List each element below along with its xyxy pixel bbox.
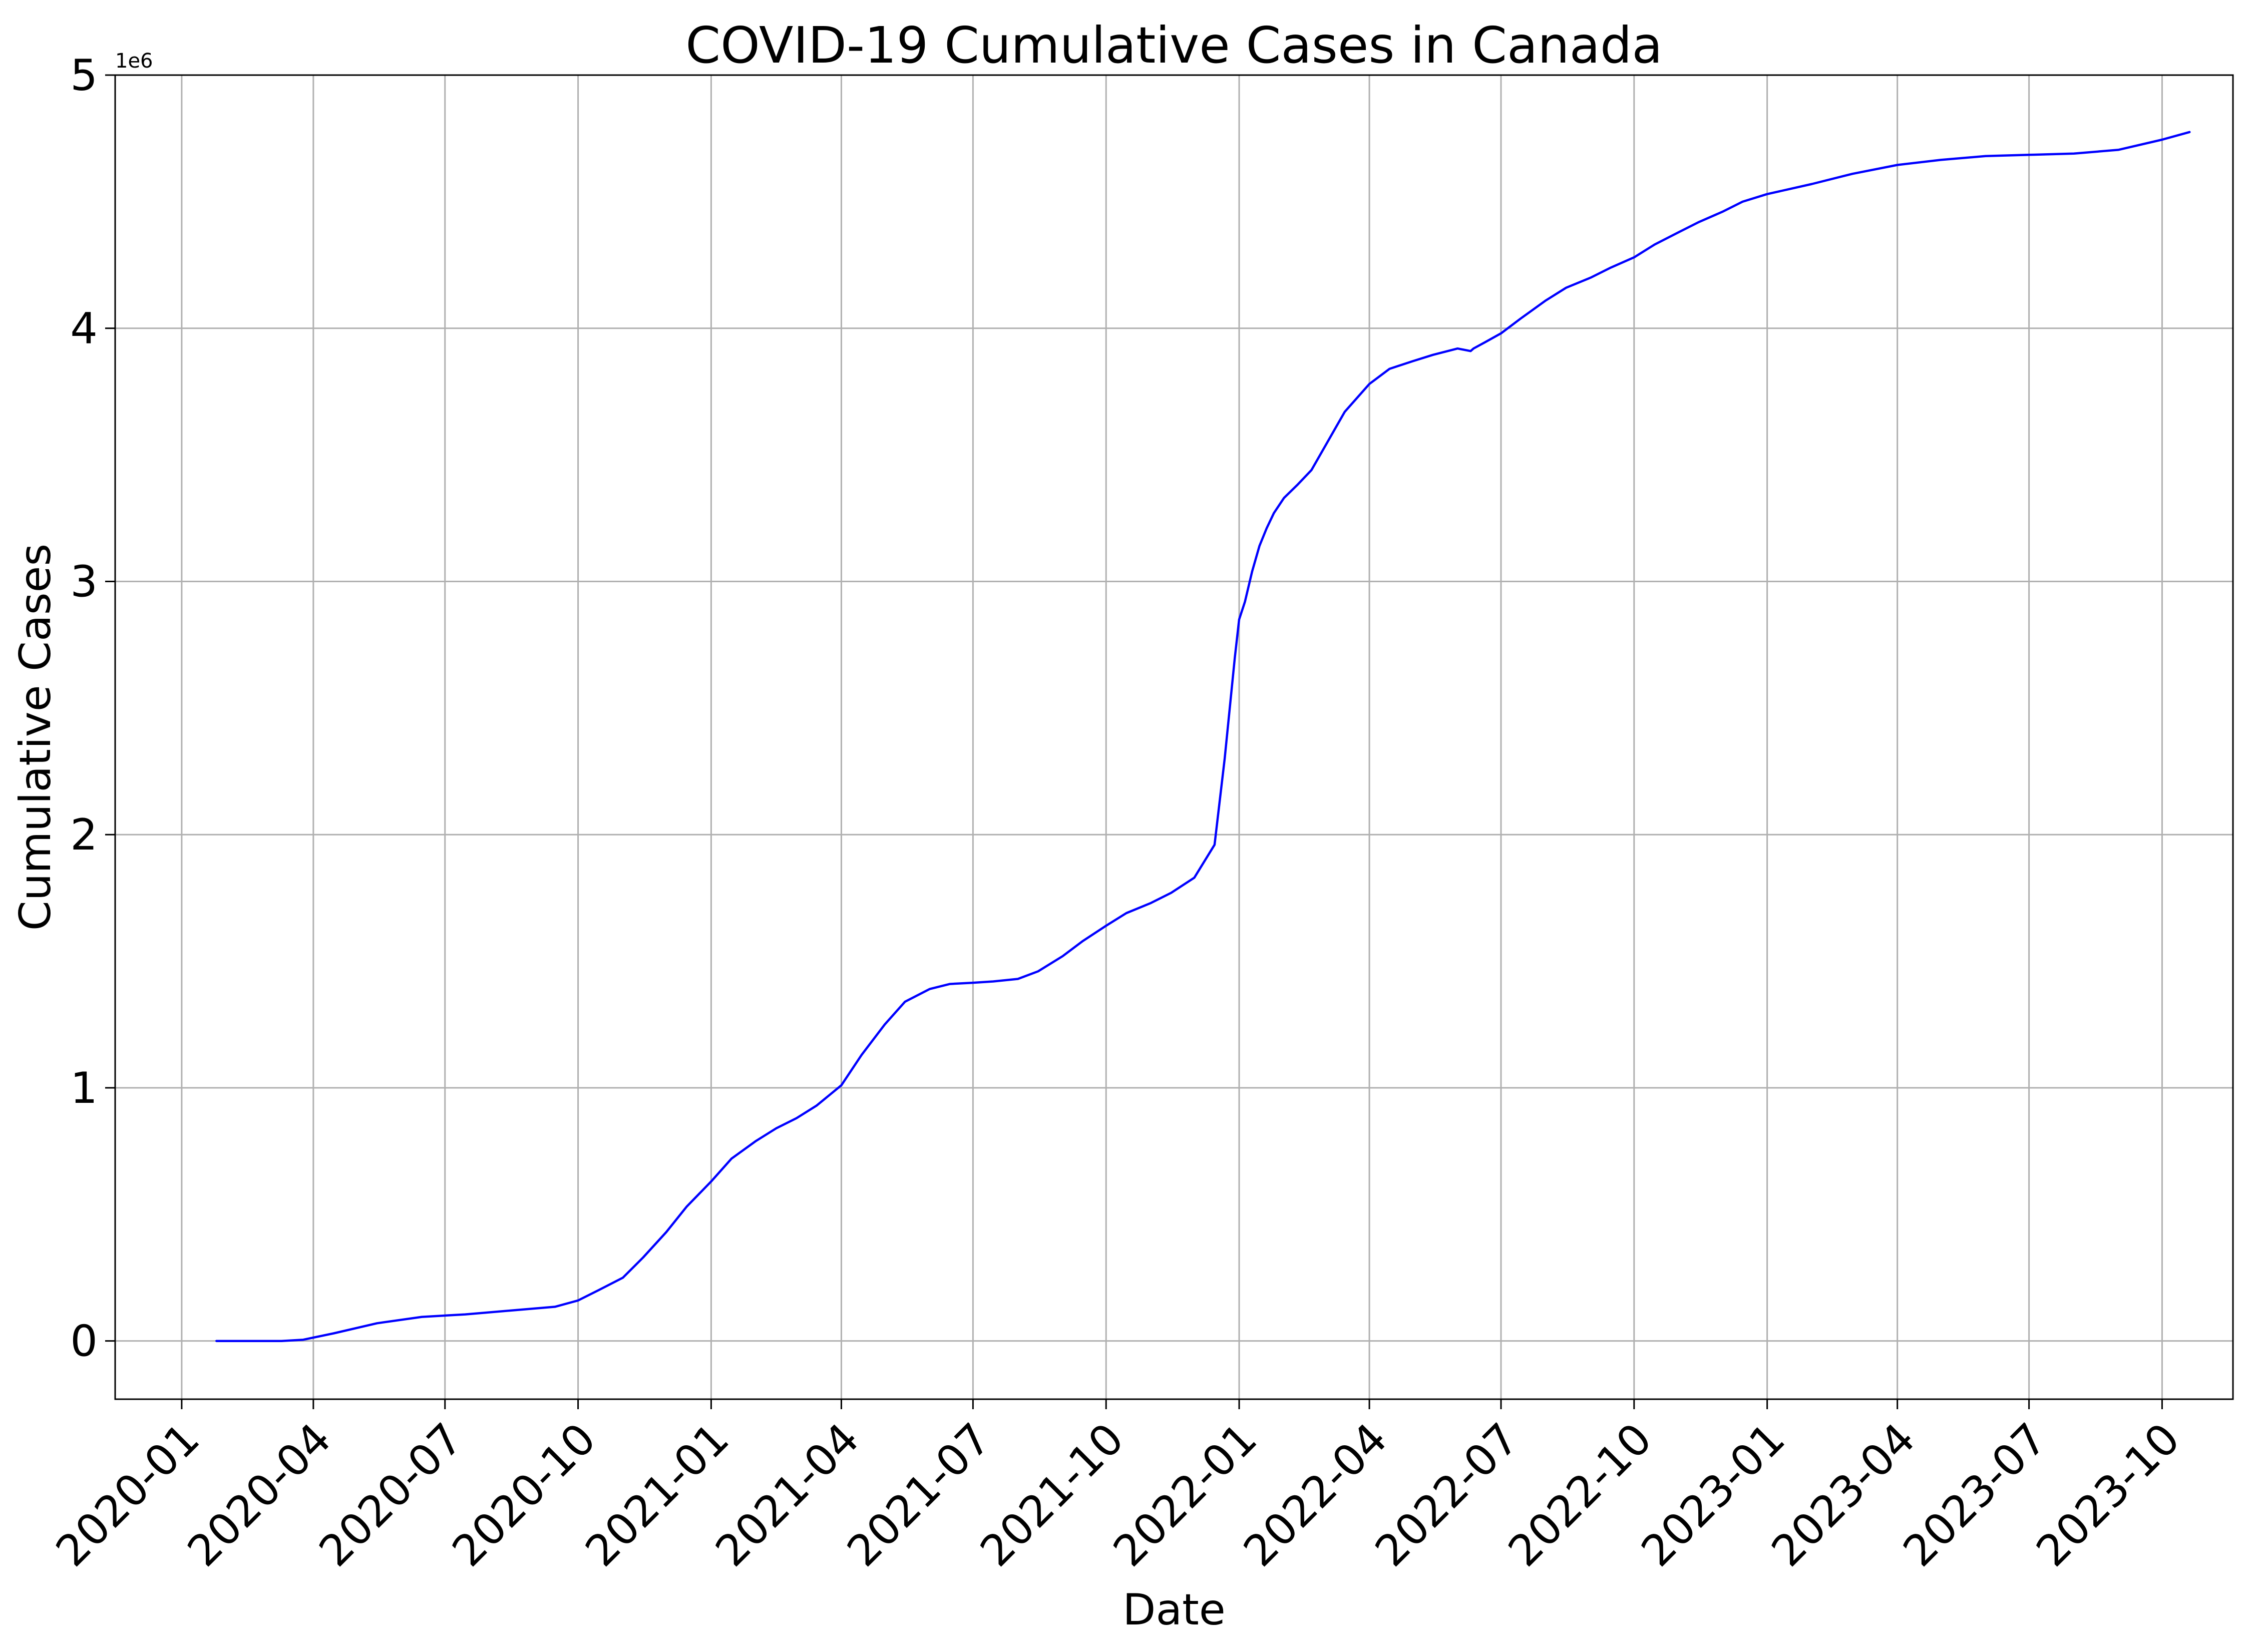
y-tick-label: 4: [70, 304, 98, 354]
x-tick-label: 2023-10: [2027, 1414, 2189, 1576]
y-tick-label: 3: [70, 557, 98, 607]
x-axis-label: Date: [1122, 1585, 1226, 1635]
cumulative-cases-line: [215, 131, 2191, 1342]
tick-layer: 2020-012020-042020-072020-102021-012021-…: [47, 51, 2189, 1576]
x-tick-label: 2021-01: [576, 1414, 738, 1576]
series-layer: [215, 131, 2191, 1342]
chart-title: COVID-19 Cumulative Cases in Canada: [685, 16, 1662, 75]
x-tick-label: 2020-01: [47, 1414, 209, 1576]
x-tick-label: 2020-10: [443, 1414, 606, 1576]
x-tick-label: 2023-01: [1632, 1414, 1795, 1576]
x-tick-label: 2021-07: [838, 1414, 1000, 1576]
x-tick-label: 2022-01: [1104, 1414, 1267, 1576]
y-axis-label: Cumulative Cases: [11, 544, 61, 931]
x-tick-label: 2023-04: [1762, 1414, 1925, 1576]
x-tick-label: 2022-04: [1234, 1414, 1397, 1576]
x-tick-label: 2021-10: [971, 1414, 1134, 1576]
y-tick-label: 1: [70, 1063, 98, 1113]
y-tick-label: 0: [70, 1317, 98, 1367]
y-tick-label: 5: [70, 51, 98, 101]
grid-layer: [115, 74, 2233, 1399]
y-axis-offset-label: 1e6: [115, 50, 153, 73]
x-tick-label: 2022-07: [1366, 1414, 1529, 1576]
x-tick-label: 2020-07: [310, 1414, 473, 1576]
x-tick-label: 2020-04: [178, 1414, 341, 1576]
x-tick-label: 2022-10: [1499, 1414, 1662, 1576]
x-tick-label: 2023-07: [1894, 1414, 2057, 1576]
y-tick-label: 2: [70, 810, 98, 860]
plot-frame: [114, 74, 2234, 1400]
x-tick-label: 2021-04: [706, 1414, 869, 1576]
